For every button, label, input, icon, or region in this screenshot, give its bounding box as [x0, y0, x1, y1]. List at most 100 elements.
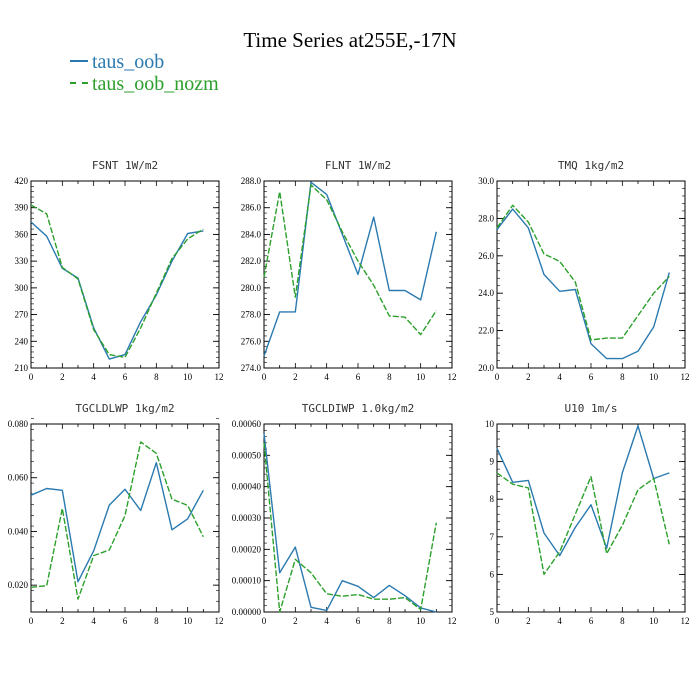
plot-frame-0 [30, 180, 220, 369]
panel-title-4: TGCLDIWP 1.0kg/m2 [302, 402, 415, 415]
series-line-taus-oob-0 [30, 221, 204, 360]
y-tick-label-0: 390 [15, 203, 29, 213]
series-line-taus-oob-nozm-0 [30, 204, 204, 358]
panel-title-1: FLNT 1W/m2 [325, 159, 391, 172]
y-tick-label-4: 0.00000 [232, 607, 262, 617]
legend-item-taus-oob: taus_oob [70, 52, 164, 72]
y-tick-label-1: 278.0 [241, 310, 262, 320]
x-tick-label-5: 2 [526, 616, 531, 626]
series-line-taus-oob-2 [496, 208, 670, 360]
panel-title-5: U10 1m/s [565, 402, 618, 415]
y-tick-label-4: 0.00050 [232, 450, 262, 460]
y-tick-label-1: 282.0 [241, 256, 262, 266]
y-tick-label-5: 5 [490, 607, 495, 617]
x-tick-label-2: 12 [681, 372, 690, 382]
y-tick-label-3: 0.020 [8, 580, 29, 590]
x-tick-label-0: 0 [29, 372, 34, 382]
y-tick-label-4: 0.00030 [232, 513, 262, 523]
series-line-taus-oob-nozm-2 [496, 204, 670, 341]
legend-swatch-taus-oob [70, 60, 88, 63]
y-tick-label-1: 276.0 [241, 336, 262, 346]
x-tick-label-2: 4 [557, 372, 562, 382]
x-tick-label-5: 8 [620, 616, 625, 626]
x-tick-label-3: 4 [91, 616, 96, 626]
x-tick-label-2: 6 [589, 372, 594, 382]
series-line-taus-oob-3 [30, 462, 204, 583]
x-tick-label-0: 8 [154, 372, 159, 382]
series-line-taus-oob-nozm-5 [496, 472, 670, 576]
x-tick-label-4: 2 [293, 616, 298, 626]
series-line-taus-oob-nozm-3 [30, 441, 204, 600]
legend-item-taus-oob-nozm: taus_oob_nozm [70, 74, 219, 94]
y-tick-label-0: 210 [15, 363, 29, 373]
y-tick-label-3: 0.080 [8, 419, 29, 429]
x-tick-label-5: 10 [649, 616, 659, 626]
series-line-taus-oob-1 [263, 181, 437, 357]
y-tick-label-5: 8 [490, 494, 495, 504]
x-tick-label-4: 10 [416, 616, 426, 626]
plot-frame-4 [263, 423, 453, 613]
x-tick-label-1: 12 [448, 372, 457, 382]
x-tick-label-1: 6 [356, 372, 361, 382]
x-tick-label-5: 4 [557, 616, 562, 626]
y-tick-label-5: 7 [490, 532, 495, 542]
x-tick-label-1: 0 [262, 372, 267, 382]
x-tick-label-4: 0 [262, 616, 267, 626]
series-line-taus-oob-4 [263, 433, 437, 613]
x-tick-label-4: 12 [448, 616, 457, 626]
x-tick-label-0: 4 [91, 372, 96, 382]
x-tick-label-0: 12 [215, 372, 224, 382]
y-tick-label-1: 284.0 [241, 229, 262, 239]
series-line-taus-oob-nozm-1 [263, 184, 437, 336]
x-tick-label-4: 4 [324, 616, 329, 626]
y-tick-label-2: 28.0 [478, 213, 494, 223]
y-tick-label-3: 0.060 [8, 473, 29, 483]
series-line-taus-oob-nozm-4 [263, 442, 437, 613]
x-tick-label-4: 8 [387, 616, 392, 626]
panel-title-0: FSNT 1W/m2 [92, 159, 158, 172]
x-tick-label-0: 6 [123, 372, 128, 382]
y-tick-label-1: 288.0 [241, 176, 262, 186]
y-tick-label-4: 0.00060 [232, 419, 262, 429]
x-tick-label-1: 2 [293, 372, 298, 382]
x-tick-label-2: 0 [495, 372, 500, 382]
y-tick-label-0: 360 [15, 229, 29, 239]
x-tick-label-2: 2 [526, 372, 531, 382]
x-tick-label-0: 10 [183, 372, 193, 382]
y-tick-label-3: 0.040 [8, 526, 29, 536]
x-tick-label-5: 0 [495, 616, 500, 626]
figure-title: Time Series at255E,-17N [243, 28, 457, 52]
y-tick-label-0: 420 [15, 176, 29, 186]
y-tick-label-2: 24.0 [478, 288, 494, 298]
y-tick-label-0: 330 [15, 256, 29, 266]
y-tick-label-0: 270 [15, 310, 29, 320]
x-tick-label-3: 8 [154, 616, 159, 626]
plot-frame-5 [496, 423, 686, 613]
x-tick-label-2: 8 [620, 372, 625, 382]
y-tick-label-5: 10 [485, 419, 495, 429]
y-tick-label-2: 22.0 [478, 326, 494, 336]
x-tick-label-3: 0 [29, 616, 34, 626]
y-tick-label-2: 20.0 [478, 363, 494, 373]
x-tick-label-5: 12 [681, 616, 690, 626]
x-tick-label-5: 6 [589, 616, 594, 626]
x-tick-label-2: 10 [649, 372, 659, 382]
legend-swatch-taus-oob-nozm [70, 82, 88, 85]
y-tick-label-5: 9 [490, 457, 495, 467]
y-tick-label-2: 30.0 [478, 176, 494, 186]
x-tick-label-1: 10 [416, 372, 426, 382]
y-tick-label-2: 26.0 [478, 251, 494, 261]
x-tick-label-4: 6 [356, 616, 361, 626]
legend-label-taus-oob-nozm: taus_oob_nozm [92, 73, 219, 95]
y-tick-label-0: 300 [15, 283, 29, 293]
x-tick-label-1: 8 [387, 372, 392, 382]
y-tick-label-5: 6 [490, 569, 495, 579]
plot-frame-3 [30, 423, 220, 613]
y-tick-label-1: 286.0 [241, 203, 262, 213]
x-tick-label-3: 6 [123, 616, 128, 626]
y-tick-label-1: 274.0 [241, 363, 262, 373]
series-line-taus-oob-5 [496, 425, 670, 557]
y-tick-label-4: 0.00020 [232, 544, 262, 554]
y-tick-label-4: 0.00010 [232, 576, 262, 586]
